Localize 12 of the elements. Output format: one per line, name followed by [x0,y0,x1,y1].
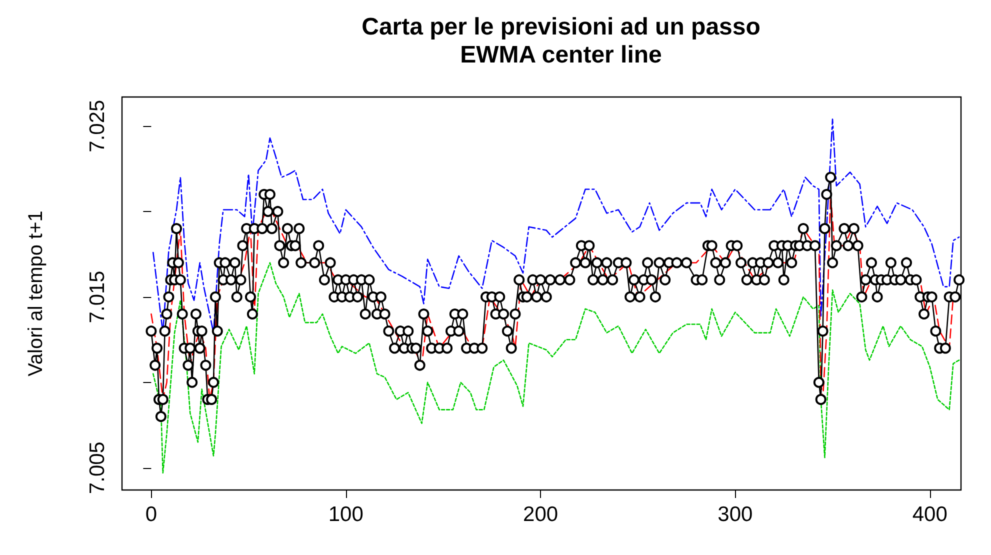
y-axis-title: Valori al tempo t+1 [25,210,47,376]
y-tick-label: 7.015 [86,270,109,324]
chart-title: Carta per le previsioni ad un passo [362,14,760,40]
x-tick-label: 300 [718,503,753,526]
y-tick-label: 7.025 [86,100,109,152]
chart-subtitle: EWMA center line [460,42,662,68]
y-tick-label: 7.005 [86,442,109,494]
x-tick-label: 0 [145,503,158,526]
x-tick-label: 100 [328,503,364,526]
line-series [152,262,960,474]
x-tick-label: 400 [912,503,948,526]
x-tick-label: 200 [523,503,558,526]
